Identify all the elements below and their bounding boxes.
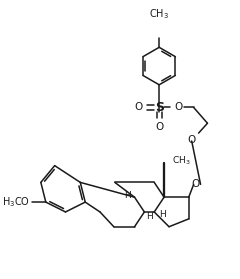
Text: $\mathregular{CH_3}$: $\mathregular{CH_3}$ [149, 7, 169, 21]
Text: O: O [134, 102, 143, 112]
Text: $\mathregular{H_3CO}$: $\mathregular{H_3CO}$ [2, 195, 30, 209]
Text: O: O [175, 102, 183, 112]
Text: O: O [188, 135, 196, 145]
Text: H: H [146, 212, 153, 222]
Text: O: O [155, 122, 163, 132]
Text: S: S [155, 101, 164, 114]
Text: H: H [124, 191, 131, 200]
Text: $\mathregular{CH_3}$: $\mathregular{CH_3}$ [172, 155, 190, 167]
Text: O: O [192, 179, 200, 189]
Text: H: H [159, 210, 166, 219]
